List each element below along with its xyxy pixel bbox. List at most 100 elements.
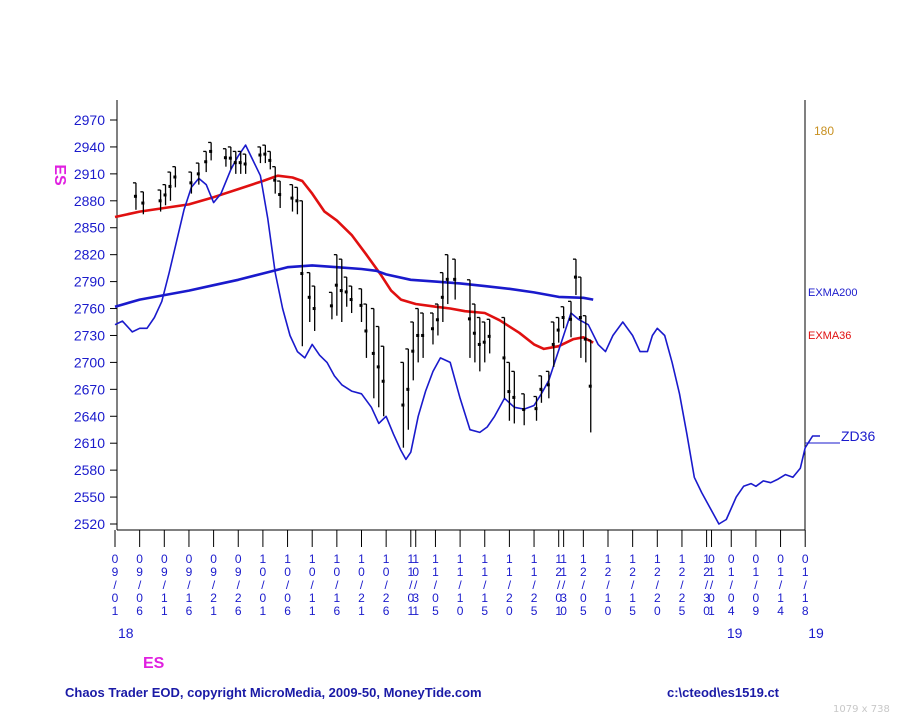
symbol-left-label: ES: [51, 164, 68, 186]
x-tick-label: 1 1/2 5: [531, 552, 538, 618]
price-bar-close: [561, 316, 565, 320]
price-bar-close: [376, 365, 380, 369]
x-tick-label: 1 0/1 1: [309, 552, 316, 618]
x-tick-label: 1 2/1 0: [605, 552, 612, 618]
resolution-label: 1079 x 738: [833, 704, 890, 715]
price-bar-close: [268, 158, 272, 162]
price-bar-close: [421, 333, 425, 337]
price-bar-close: [583, 337, 587, 341]
price-bar-close: [588, 384, 592, 388]
y-tick-label: 2520: [74, 516, 105, 532]
y-tick-label: 2970: [74, 112, 105, 128]
price-bar-close: [334, 283, 338, 287]
y-axis-ticks: 2970 2940 2910 2880 2850 2820 2790 2760 2730 2700…: [74, 112, 117, 532]
price-bar-close: [307, 295, 311, 299]
x-tick-label: 1 0/0 6: [284, 552, 291, 618]
x-year-label: 19: [808, 625, 824, 641]
price-bar-close: [371, 351, 375, 355]
price-bar-close: [168, 184, 172, 188]
price-bar-close: [133, 194, 137, 198]
y-tick-label: 2700: [74, 354, 105, 370]
price-bar-close: [263, 152, 267, 156]
x-tick-label: 1 1/0 1: [407, 552, 414, 618]
price-bar-close: [204, 160, 208, 164]
y-tick-label: 2760: [74, 301, 105, 317]
price-bar-close: [243, 162, 247, 166]
price-bar-close: [539, 387, 543, 391]
x-tick-label: 0 9/2 6: [235, 552, 242, 618]
price-bar-close: [445, 277, 449, 281]
x-year-label: 18: [118, 625, 134, 641]
y-tick-label: 2580: [74, 462, 105, 478]
price-bar-close: [482, 340, 486, 344]
price-bar-close: [411, 349, 415, 353]
y-tick-label: 2880: [74, 193, 105, 209]
axes: [116, 100, 806, 531]
price-bar-close: [141, 201, 145, 205]
price-bar-close: [196, 172, 200, 176]
price-bar-close: [223, 156, 227, 160]
x-tick-label: 1 2/3 0: [703, 552, 710, 618]
y-tick-label: 2610: [74, 435, 105, 451]
x-tick-label: 1 2/0 5: [580, 552, 587, 618]
footer-file-path: c:\cteod\es1519.ct: [667, 685, 780, 700]
x-tick-label: 0 9/2 1: [210, 552, 217, 618]
price-bar-close: [440, 295, 444, 299]
x-tick-label: 0 9/1 1: [161, 552, 168, 618]
price-bar-close: [233, 161, 237, 165]
price-bar-close: [344, 290, 348, 294]
price-bar-close: [158, 199, 162, 203]
y-tick-label: 2820: [74, 247, 105, 263]
series-layer: [114, 144, 820, 525]
y-tick-label: 2730: [74, 327, 105, 343]
price-bar-close: [534, 407, 538, 411]
x-year-label: 19: [727, 625, 743, 641]
price-bar-close: [364, 329, 368, 333]
x-tick-label: 0 1/1 4: [777, 552, 784, 618]
price-bar-close: [472, 331, 476, 335]
cycle-label: 180: [814, 124, 834, 138]
symbol-bottom-label: ES: [143, 655, 165, 672]
x-tick-label: 0 1/0 1: [708, 552, 715, 618]
price-bar-close: [406, 387, 410, 391]
price-bar-close: [502, 356, 506, 360]
x-tick-label: 0 1/0 4: [728, 552, 735, 618]
price-bar-close: [512, 395, 516, 399]
y-tick-label: 2790: [74, 274, 105, 290]
x-tick-label: 0 9/0 6: [136, 552, 143, 618]
x-tick-label: 1 0/2 6: [383, 552, 390, 618]
series-exma36: [114, 174, 594, 351]
x-tick-label: 1 2/0 1: [555, 552, 562, 618]
price-bar-close: [546, 383, 550, 387]
price-bar-close: [163, 193, 167, 197]
price-bar-close: [477, 342, 481, 346]
price-bar-close: [522, 408, 526, 412]
price-bar-close: [329, 304, 333, 308]
x-tick-label: 1 0/0 1: [260, 552, 267, 618]
exma200-label: EXMA200: [808, 287, 858, 299]
y-tick-label: 2850: [74, 220, 105, 236]
x-tick-label: 1 2/2 0: [654, 552, 661, 618]
price-bar-close: [312, 307, 316, 311]
price-bar-close: [349, 298, 353, 302]
x-tick-label: 0 9/1 6: [186, 552, 193, 618]
price-bar-close: [273, 178, 277, 182]
x-tick-label: 1 2/1 5: [629, 552, 636, 618]
y-tick-label: 2640: [74, 408, 105, 424]
zd36-label: ZD36: [841, 428, 875, 444]
price-bar-close: [339, 289, 343, 293]
price-bar-close: [430, 327, 434, 331]
footer-copyright: Chaos Trader EOD, copyright MicroMedia, …: [65, 685, 482, 700]
price-bar-close: [401, 403, 405, 407]
x-tick-label: 1 1/1 0: [457, 552, 464, 618]
x-axis-ticks: 0 9/0 1 0 9/0 6 0 9/1 1 0 9/1 6 0 9/2 1 0 9/2 6 1 0/0 1 1 0/0 6…: [112, 530, 824, 641]
price-bar-close: [416, 333, 420, 337]
price-bar-close: [278, 193, 282, 197]
price-bar-close: [578, 316, 582, 320]
price-bars: [132, 141, 592, 448]
price-bar-close: [295, 199, 299, 203]
x-tick-label: 1 1/1 5: [481, 552, 488, 618]
series-zd36: [114, 144, 820, 525]
x-tick-label: 0 1/1 8: [802, 552, 809, 618]
